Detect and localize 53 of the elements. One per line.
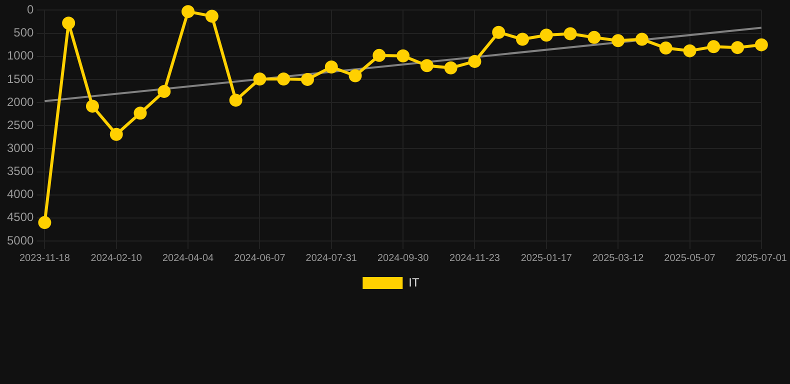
point <box>635 32 648 46</box>
point <box>182 5 195 18</box>
point <box>229 94 242 107</box>
point <box>300 72 314 86</box>
point <box>516 32 530 46</box>
x-tick-label: 2024-09-30 <box>377 252 430 264</box>
y-tick-label: 4000 <box>6 187 34 202</box>
x-tick-label: 2024-02-10 <box>90 252 142 264</box>
y-tick-label: 500 <box>14 26 34 40</box>
legend-label: IT <box>408 275 420 290</box>
y-tick-label: 1000 <box>6 48 34 63</box>
point <box>372 48 386 62</box>
point <box>277 72 290 86</box>
x-tick-label: 2024-04-04 <box>162 252 214 264</box>
point <box>707 40 720 54</box>
point <box>612 34 625 48</box>
point <box>396 49 410 62</box>
point <box>492 26 506 39</box>
x-tick-label: 2025-01-17 <box>520 252 572 264</box>
y-tick-label: 5000 <box>6 233 34 248</box>
point <box>134 106 147 120</box>
point <box>348 69 362 82</box>
y-tick-label: 0 <box>27 2 34 17</box>
point <box>158 84 171 98</box>
x-tick-label: 2024-07-31 <box>306 252 358 264</box>
point <box>588 30 601 44</box>
point <box>444 61 458 74</box>
point <box>683 44 696 58</box>
x-tick-label: 2024-11-23 <box>450 252 500 264</box>
point <box>420 59 434 72</box>
point <box>659 42 672 55</box>
x-tick-label: 2025-07-01 <box>736 252 788 264</box>
y-tick-label: 3000 <box>6 140 34 155</box>
x-tick-label: 2024-06-07 <box>234 252 286 264</box>
y-tick-label: 2500 <box>6 118 34 132</box>
y-tick-label: 2000 <box>6 94 34 109</box>
y-tick-label: 1500 <box>6 72 34 86</box>
point <box>253 72 266 86</box>
x-tick-label: 2025-05-07 <box>664 252 716 264</box>
point <box>62 16 76 30</box>
point <box>754 38 768 52</box>
x-tick-label: 2025-03-12 <box>592 252 644 264</box>
point <box>86 100 99 113</box>
point <box>324 60 338 74</box>
y-tick-label: 4500 <box>6 210 34 224</box>
point <box>731 41 744 54</box>
point <box>564 27 577 40</box>
y-tick-label: 3500 <box>6 164 34 178</box>
point <box>205 10 218 23</box>
point <box>468 54 482 68</box>
point <box>540 28 553 42</box>
point <box>110 128 123 141</box>
x-tick-label: 2023-11-18 <box>19 252 70 264</box>
